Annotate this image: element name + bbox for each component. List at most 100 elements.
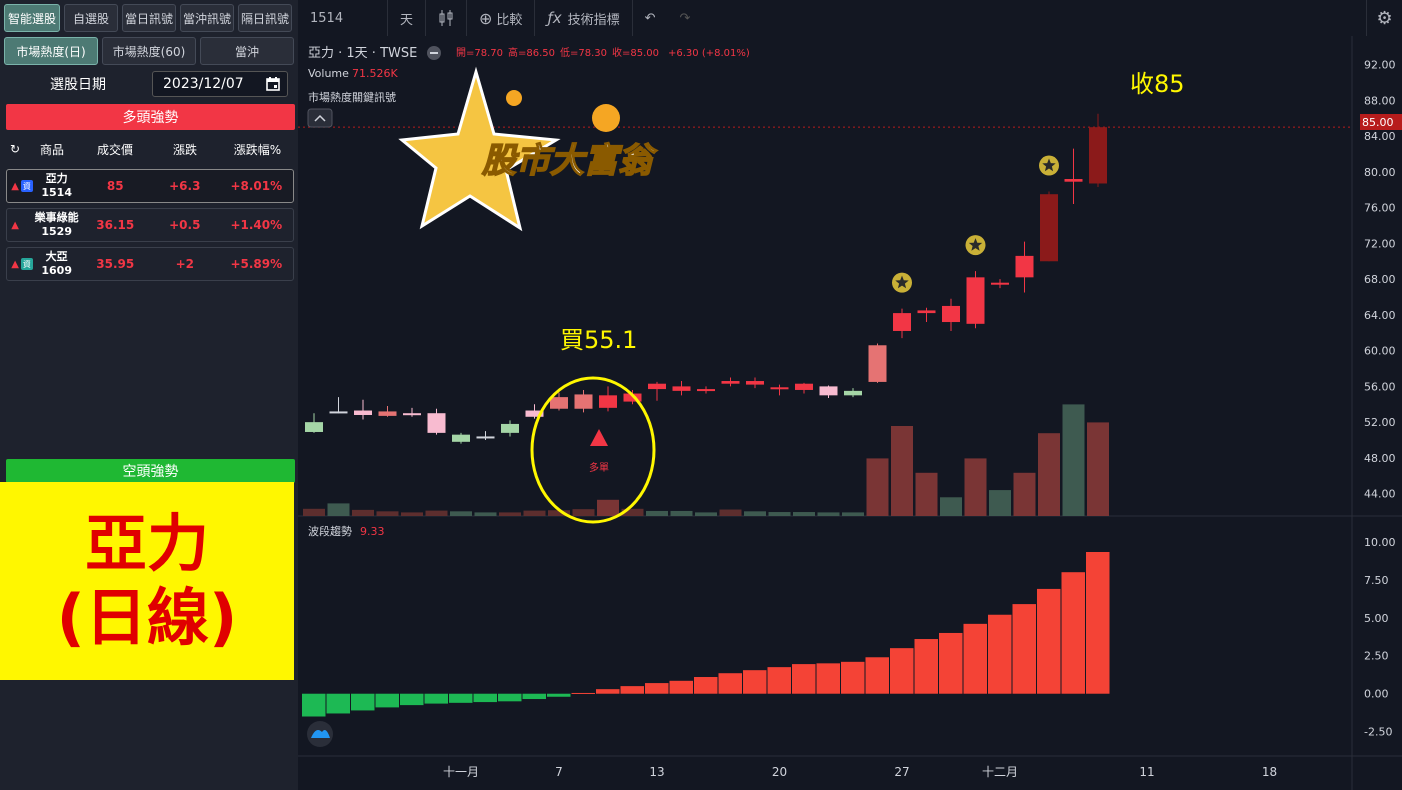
- volume-bar: [989, 490, 1011, 516]
- ohlc-high: 高=86.50: [508, 46, 555, 59]
- oscillator-bar: [400, 693, 424, 706]
- candle-body: [1089, 127, 1107, 184]
- last-price-tag: [1360, 114, 1402, 130]
- volume-bar: [376, 511, 399, 516]
- price-tick-label: 84.00: [1364, 130, 1396, 143]
- oscillator-bar: [816, 663, 840, 694]
- osc-tick-label: -2.50: [1364, 726, 1392, 739]
- oscillator-bar: [375, 693, 399, 708]
- close-annotation: 收85: [1130, 70, 1185, 98]
- volume-bar: [1013, 472, 1036, 516]
- settings-button[interactable]: ⚙: [1366, 0, 1402, 36]
- stock-name-text: 樂事綠能: [34, 211, 79, 224]
- oscillator-bar: [424, 693, 448, 704]
- volume-label: Volume: [308, 67, 349, 80]
- price-tick-label: 88.00: [1364, 94, 1396, 107]
- interval-button[interactable]: 天: [388, 0, 427, 36]
- indicators-button[interactable]: ƒx 技術指標: [535, 0, 633, 36]
- tab-nextday-signal[interactable]: 隔日訊號: [238, 4, 292, 32]
- volume-bar: [719, 509, 742, 516]
- tab-market-heat-60[interactable]: 市場熱度(60): [102, 37, 196, 65]
- undo-button[interactable]: ↶: [633, 0, 668, 36]
- stock-code: 1609: [41, 264, 72, 277]
- symbol-search[interactable]: 1514: [298, 0, 388, 36]
- price-chart[interactable]: 92.00 88.00 84.00 80.00 76.00 72.00 68.00 64.00…: [298, 36, 1402, 790]
- oscillator-value: 9.33: [360, 525, 385, 538]
- indicators-label: 技術指標: [567, 12, 620, 28]
- stock-change: +6.3: [169, 179, 201, 193]
- tab-market-heat-day[interactable]: 市場熱度(日): [4, 37, 98, 65]
- chart-type-button[interactable]: [426, 0, 468, 36]
- hide-legend-button[interactable]: [427, 46, 441, 60]
- calendar-icon[interactable]: [265, 76, 281, 92]
- tradingview-logo[interactable]: [307, 721, 333, 747]
- time-tick-label: 7: [555, 765, 563, 779]
- tab-daytrade[interactable]: 當沖: [200, 37, 294, 65]
- volume-bar: [425, 510, 448, 516]
- compare-label: 比較: [496, 12, 523, 28]
- volume-bar: [499, 512, 521, 516]
- time-tick-label: 十二月: [982, 765, 1018, 779]
- chart-toolbar: 1514 天 ⊕ 比較 ƒx 技術指標 ↶ ↷ ⚙: [298, 0, 1402, 37]
- candle-body: [917, 310, 936, 314]
- redo-icon: ↷: [679, 10, 691, 26]
- price-tick-label: 48.00: [1364, 452, 1396, 465]
- oscillator-bar: [914, 639, 938, 694]
- volume-value: 71.526K: [352, 67, 398, 80]
- candle-body: [329, 411, 348, 414]
- candle-body: [1064, 179, 1083, 182]
- stock-list-item[interactable]: ▲ 資亞力 1514 85 +6.3 +8.01%: [6, 169, 294, 203]
- time-tick-label: 十一月: [443, 765, 479, 779]
- tab-watchlist[interactable]: 自選股: [64, 4, 118, 32]
- tab-daytrade-signal[interactable]: 當沖訊號: [180, 4, 234, 32]
- stock-name: 大亞 1609: [33, 250, 81, 278]
- tab-daily-signal[interactable]: 當日訊號: [122, 4, 176, 32]
- osc-tick-label: 5.00: [1364, 612, 1389, 625]
- price-tick-label: 68.00: [1364, 273, 1396, 286]
- refresh-icon[interactable]: ↻: [9, 142, 21, 156]
- stock-list-item[interactable]: ▲ 資大亞 1609 35.95 +2 +5.89%: [6, 247, 294, 281]
- date-row: 選股日期 2023/12/07: [4, 70, 294, 98]
- stock-code: 1514: [41, 186, 72, 199]
- candle-body: [623, 393, 642, 402]
- volume-bar: [1062, 404, 1085, 516]
- volume-bar: [744, 511, 766, 516]
- volume-bar: [695, 512, 717, 516]
- badge-placeholder: [21, 219, 33, 231]
- stock-change: +2: [175, 257, 194, 271]
- margin-badge-icon: 資: [20, 258, 33, 270]
- date-picker[interactable]: 2023/12/07: [152, 71, 288, 97]
- oscillator-bar: [302, 693, 326, 717]
- candle-body: [991, 282, 1009, 285]
- tab-smart-pick[interactable]: 智能選股: [4, 4, 60, 32]
- time-tick-label: 20: [772, 765, 787, 779]
- heat-tabs: 市場熱度(日) 市場熱度(60) 當沖: [4, 37, 294, 65]
- candle-chart-icon: [439, 10, 453, 26]
- candle-body: [452, 434, 470, 442]
- candle-body: [305, 422, 323, 432]
- redo-button[interactable]: ↷: [668, 0, 703, 36]
- price-tick-label: 92.00: [1364, 59, 1396, 72]
- buy-signal-label: 多單: [589, 461, 609, 474]
- candle-body: [403, 413, 421, 416]
- candle-body: [770, 387, 789, 390]
- oscillator-bar: [1037, 588, 1061, 694]
- coin-icon: [592, 104, 620, 132]
- oscillator-bar: [743, 670, 767, 694]
- stock-price: 35.95: [96, 257, 135, 271]
- ohlc-close: 收=85.00: [612, 46, 659, 59]
- stock-list-item[interactable]: ▲ 樂事綠能 1529 36.15 +0.5 +1.40%: [6, 208, 294, 242]
- price-tick-label: 72.00: [1364, 237, 1396, 250]
- oscillator-bar: [1061, 572, 1085, 694]
- stock-change-pct: +5.89%: [230, 257, 283, 271]
- compare-button[interactable]: ⊕ 比較: [467, 0, 536, 36]
- volume-bar: [523, 510, 546, 516]
- star-icon: [1042, 158, 1056, 172]
- volume-bar: [670, 510, 693, 516]
- volume-bar: [842, 512, 864, 516]
- buy-signal-arrow-icon: [590, 429, 608, 446]
- logo: 股市大富翁: [398, 66, 659, 232]
- coin-icon: [506, 90, 522, 106]
- collapse-button[interactable]: [307, 108, 333, 128]
- up-arrow-icon: ▲: [11, 180, 19, 192]
